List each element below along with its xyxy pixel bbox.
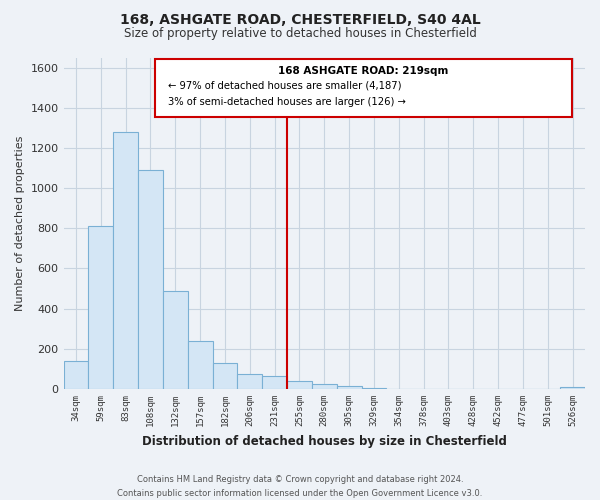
Bar xyxy=(337,386,362,389)
X-axis label: Distribution of detached houses by size in Chesterfield: Distribution of detached houses by size … xyxy=(142,434,507,448)
Bar xyxy=(362,388,386,389)
Text: Size of property relative to detached houses in Chesterfield: Size of property relative to detached ho… xyxy=(124,28,476,40)
Bar xyxy=(212,364,238,389)
Bar xyxy=(312,384,337,389)
Bar xyxy=(238,374,262,389)
Bar xyxy=(287,381,312,389)
Text: Contains HM Land Registry data © Crown copyright and database right 2024.
Contai: Contains HM Land Registry data © Crown c… xyxy=(118,476,482,498)
Text: 3% of semi-detached houses are larger (126) →: 3% of semi-detached houses are larger (1… xyxy=(168,98,406,108)
Text: 168 ASHGATE ROAD: 219sqm: 168 ASHGATE ROAD: 219sqm xyxy=(278,66,449,76)
Y-axis label: Number of detached properties: Number of detached properties xyxy=(15,136,25,311)
Bar xyxy=(88,226,113,389)
Bar xyxy=(188,341,212,389)
Bar xyxy=(560,386,585,389)
Bar xyxy=(113,132,138,389)
Text: 168, ASHGATE ROAD, CHESTERFIELD, S40 4AL: 168, ASHGATE ROAD, CHESTERFIELD, S40 4AL xyxy=(119,12,481,26)
Bar xyxy=(262,376,287,389)
Text: ← 97% of detached houses are smaller (4,187): ← 97% of detached houses are smaller (4,… xyxy=(168,80,401,90)
FancyBboxPatch shape xyxy=(155,59,572,117)
Bar xyxy=(163,290,188,389)
Bar xyxy=(64,361,88,389)
Bar xyxy=(138,170,163,389)
